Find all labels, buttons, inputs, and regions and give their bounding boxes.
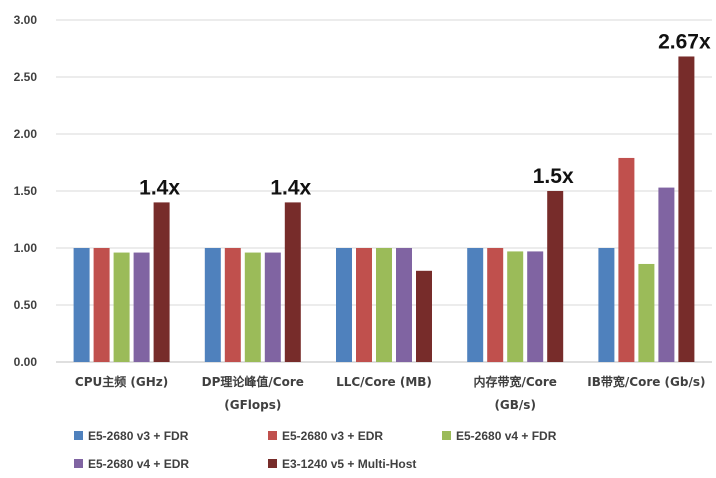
bar-annotation: 1.4x [139,176,180,199]
x-tick-label: 内存带宽/Core [473,374,557,389]
legend-label: E5-2680 v4 + FDR [456,429,557,443]
legend-label: E5-2680 v3 + FDR [88,429,189,443]
x-tick-label: CPU主频 (GHz) [75,374,168,389]
bar-annotation: 1.5x [533,165,574,188]
bar [336,248,352,362]
y-tick-label: 2.00 [14,127,38,141]
bar [113,252,130,362]
bar [204,248,221,362]
legend-label: E3-1240 v5 + Multi-Host [282,457,416,471]
y-tick-label: 3.00 [14,13,38,27]
annotations: 1.4x 1.4x 1.5x 2.67x [139,30,711,199]
y-tick-label: 1.00 [14,241,38,255]
bar [133,252,150,362]
y-tick-label: 1.50 [14,184,38,198]
bar [244,252,261,362]
x-tick-label: (GFlops) [224,398,281,412]
bar [507,251,524,362]
bar-annotation: 1.4x [270,176,311,199]
bar [284,202,301,362]
bar [467,248,484,362]
bar [638,263,655,362]
bar [487,248,504,362]
legend-swatch [74,431,83,440]
bar [356,248,372,362]
legend-swatch [268,459,277,468]
bar [396,248,412,362]
bar [598,248,615,362]
legend-label: E5-2680 v4 + EDR [88,457,189,471]
bar [658,187,675,362]
y-tick-label: 0.00 [14,355,38,369]
bar [224,248,241,362]
x-tick-label: (GB/s) [494,398,536,412]
bars [73,56,695,362]
bar [73,248,90,362]
legend-swatch [74,459,83,468]
y-tick-label: 0.50 [14,298,38,312]
bar [547,191,564,362]
x-tick-label: DP理论峰值/Core [202,374,304,389]
bar [153,202,170,362]
bar-annotation: 2.67x [658,30,711,53]
bar [264,252,281,362]
x-tick-label: LLC/Core (MB) [336,375,432,389]
legend-label: E5-2680 v3 + EDR [282,429,383,443]
x-tick-label: IB带宽/Core (Gb/s) [587,374,705,389]
bar [527,251,544,362]
x-axis: CPU主频 (GHz) DP理论峰值/Core (GFlops) LLC/Core (… [75,374,706,412]
legend-swatch [268,431,277,440]
y-tick-label: 2.50 [14,70,38,84]
bar [376,248,392,362]
bar [618,157,635,362]
legend-swatch [442,431,451,440]
bar [416,270,432,362]
bar [93,248,110,362]
legend: E5-2680 v3 + FDR E5-2680 v3 + EDR E5-2680 … [74,429,557,471]
y-axis: 0.00 0.50 1.00 1.50 2.00 2.50 3.00 [14,13,38,369]
bar [678,56,695,362]
